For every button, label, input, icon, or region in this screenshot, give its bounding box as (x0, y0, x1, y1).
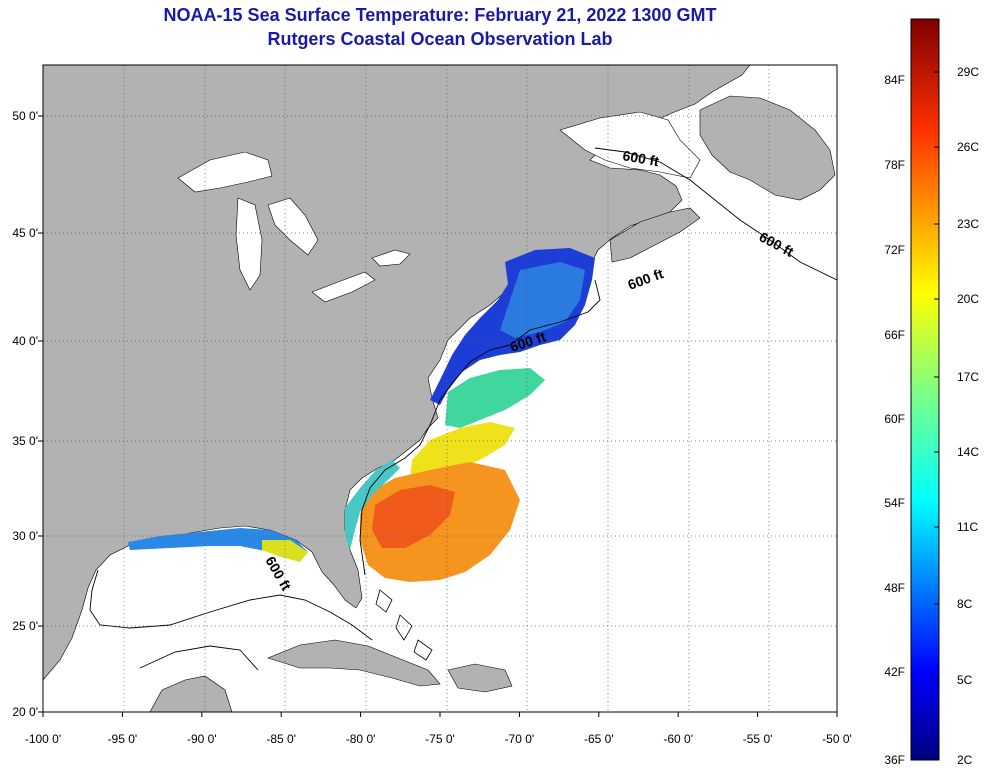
sst-gulf-stream-yellow (410, 422, 515, 480)
colorbar-f-label: 72F (884, 243, 905, 257)
sst-mid-atlantic-cool (500, 262, 585, 338)
bathymetry-contours (89, 147, 837, 671)
colorbar-c-label: 11C (957, 520, 978, 534)
colorbar-c-label: 26C (957, 140, 979, 154)
lon-tick-label: -85 0' (266, 732, 296, 746)
lon-tick-label: -70 0' (505, 732, 535, 746)
colorbar-f-label: 48F (884, 581, 905, 595)
colorbar-celsius-labels: 29C 26C 23C 20C 17C 14C 11C 8C 5C 2C (934, 65, 979, 767)
map-title: NOAA-15 Sea Surface Temperature: Februar… (163, 5, 717, 25)
lat-tick-label: 30 0' (12, 529, 38, 543)
great-lakes (177, 151, 411, 303)
lon-tick-label: -95 0' (108, 732, 138, 746)
colorbar-f-label: 42F (884, 665, 905, 679)
colorbar-c-label: 20C (957, 292, 979, 306)
longitude-axis: -100 0' -95 0' -90 0' -85 0' -80 0' -75 0' -70… (25, 712, 852, 746)
sst-gulf-of-mexico-warm (262, 540, 308, 562)
colorbar-f-label: 78F (884, 158, 905, 172)
sst-gulf-stream-green (445, 368, 545, 428)
lon-tick-label: -80 0' (346, 732, 376, 746)
lat-tick-label: 45 0' (12, 226, 38, 240)
lon-tick-label: -75 0' (425, 732, 455, 746)
colorbar-f-label: 36F (884, 753, 905, 767)
latitude-axis: 20 0' 25 0' 30 0' 35 0' 40 0' 45 0' 50 0' (12, 109, 43, 719)
colorbar-c-label: 5C (957, 673, 973, 687)
colorbar (910, 18, 940, 761)
colorbar-f-label: 54F (884, 496, 905, 510)
lon-tick-label: -100 0' (25, 732, 61, 746)
lon-tick-label: -65 0' (584, 732, 614, 746)
colorbar-fahrenheit-labels: 84F 78F 72F 66F 60F 54F 48F 42F 36F (884, 73, 905, 767)
colorbar-f-label: 60F (884, 412, 905, 426)
lat-tick-label: 50 0' (12, 109, 38, 123)
colorbar-c-label: 17C (957, 370, 979, 384)
land-cuba (267, 639, 441, 687)
lon-tick-label: -90 0' (187, 732, 217, 746)
colorbar-c-label: 14C (957, 445, 979, 459)
land-newfoundland (699, 95, 836, 201)
colorbar-c-label: 2C (957, 753, 973, 767)
lon-tick-label: -55 0' (743, 732, 773, 746)
colorbar-c-label: 8C (957, 597, 973, 611)
sst-gulf-stream-red (372, 485, 455, 548)
land-yucatan (149, 675, 233, 712)
lat-tick-label: 40 0' (12, 334, 38, 348)
colorbar-f-label: 66F (884, 328, 905, 342)
grid-lines (43, 65, 837, 712)
lat-tick-label: 20 0' (12, 705, 38, 719)
sst-east-coast-strip (345, 460, 400, 550)
colorbar-c-label: 23C (957, 217, 979, 231)
lat-tick-label: 35 0' (12, 434, 38, 448)
map-subtitle: Rutgers Coastal Ocean Observation Lab (267, 29, 613, 49)
lon-tick-label: -60 0' (663, 732, 693, 746)
land-bahamas (375, 589, 433, 661)
contour-label: 600 ft (621, 147, 660, 169)
land-hispaniola (447, 663, 513, 693)
gulf-st-lawrence (559, 111, 701, 179)
colorbar-c-label: 29C (957, 65, 979, 79)
land-nova-scotia (609, 207, 701, 263)
lat-tick-label: 25 0' (12, 619, 38, 633)
colorbar-f-label: 84F (884, 73, 905, 87)
lon-tick-label: -50 0' (822, 732, 852, 746)
